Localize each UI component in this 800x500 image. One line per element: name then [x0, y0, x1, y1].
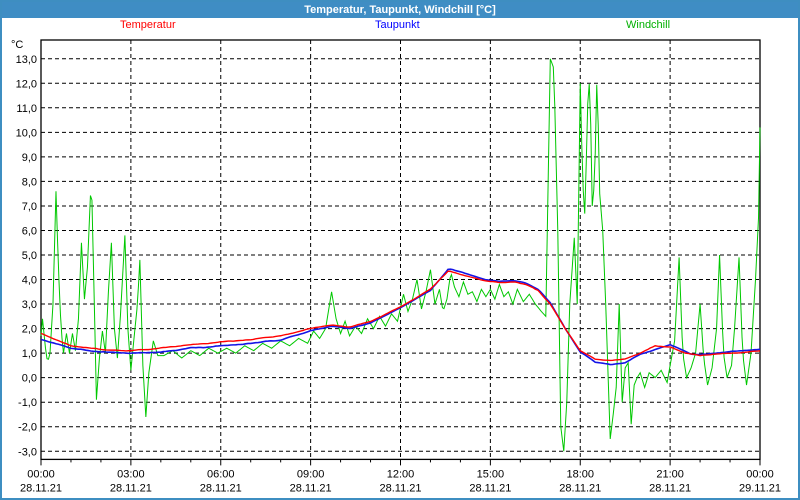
svg-text:18:00: 18:00	[566, 468, 594, 480]
svg-text:6,0: 6,0	[22, 225, 37, 237]
svg-text:0,0: 0,0	[22, 373, 37, 385]
svg-text:8,0: 8,0	[22, 176, 37, 188]
svg-text:3,0: 3,0	[22, 299, 37, 311]
svg-text:00:00: 00:00	[746, 468, 774, 480]
svg-text:21:00: 21:00	[656, 468, 684, 480]
svg-text:28.11.21: 28.11.21	[110, 482, 152, 493]
svg-text:°C: °C	[11, 39, 23, 51]
svg-text:28.11.21: 28.11.21	[469, 482, 511, 493]
svg-text:13,0: 13,0	[16, 54, 37, 66]
svg-text:06:00: 06:00	[207, 468, 235, 480]
svg-text:28.11.21: 28.11.21	[20, 482, 62, 493]
svg-text:03:00: 03:00	[117, 468, 145, 480]
svg-text:9,0: 9,0	[22, 152, 37, 164]
svg-text:4,0: 4,0	[22, 275, 37, 287]
svg-text:29.11.21: 29.11.21	[739, 482, 781, 493]
svg-text:2,0: 2,0	[22, 324, 37, 336]
svg-text:11,0: 11,0	[16, 103, 37, 115]
svg-text:09:00: 09:00	[297, 468, 325, 480]
svg-text:-2,0: -2,0	[18, 422, 37, 434]
svg-text:28.11.21: 28.11.21	[649, 482, 691, 493]
svg-text:1,0: 1,0	[22, 348, 37, 360]
svg-text:10,0: 10,0	[16, 127, 37, 139]
svg-text:28.11.21: 28.11.21	[200, 482, 242, 493]
svg-text:-3,0: -3,0	[18, 446, 37, 458]
svg-text:28.11.21: 28.11.21	[290, 482, 332, 493]
svg-text:12:00: 12:00	[387, 468, 415, 480]
svg-text:7,0: 7,0	[22, 201, 37, 213]
svg-text:15:00: 15:00	[477, 468, 505, 480]
svg-text:5,0: 5,0	[22, 250, 37, 262]
svg-text:-1,0: -1,0	[18, 397, 37, 409]
svg-text:28.11.21: 28.11.21	[559, 482, 601, 493]
svg-text:00:00: 00:00	[27, 468, 55, 480]
svg-text:28.11.21: 28.11.21	[379, 482, 421, 493]
svg-text:12,0: 12,0	[16, 78, 37, 90]
